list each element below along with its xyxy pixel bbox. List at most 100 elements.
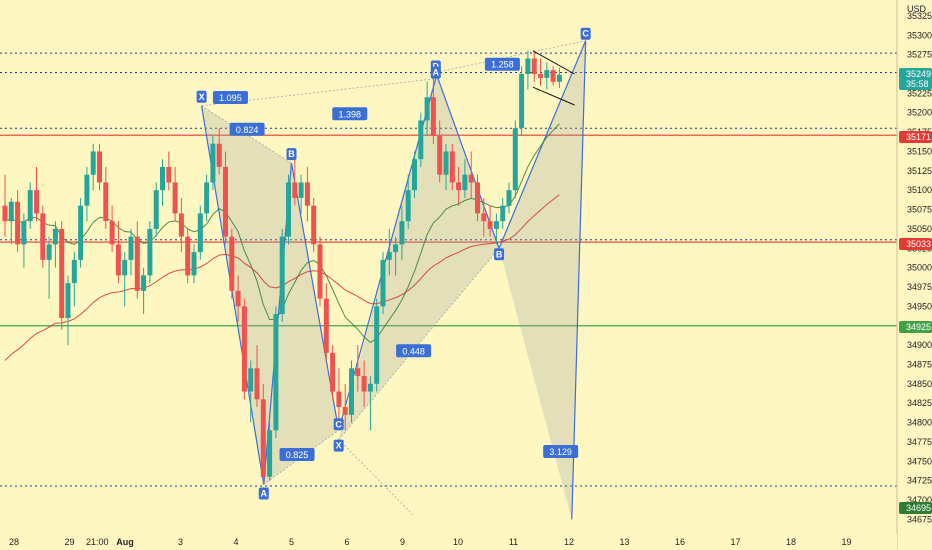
price-tick-label: 35200 — [907, 108, 932, 118]
time-tick-label: 10 — [453, 537, 463, 547]
candle-body — [500, 205, 506, 222]
candle-body — [380, 259, 386, 307]
candle-body — [122, 259, 128, 276]
candle-body — [525, 58, 531, 74]
candle-body — [254, 368, 260, 400]
pattern-point-label: A — [433, 68, 440, 78]
price-badge-label: 34925 — [906, 322, 931, 332]
candle-body — [544, 70, 550, 78]
ratio-label: 3.129 — [549, 447, 572, 457]
time-tick-label: 6 — [344, 537, 349, 547]
candle-body — [141, 275, 147, 291]
ratio-label: 0.825 — [286, 450, 309, 460]
candle-body — [311, 205, 317, 245]
time-axis-ticks: 28 29 21:00 Aug 3 4 5 6 9 10 11 12 13 16 17 18 19 — [9, 537, 852, 547]
ratio-label: 1.258 — [491, 60, 514, 70]
flag-lower-line — [532, 86, 575, 106]
candle-body — [418, 120, 424, 160]
candle-body — [97, 151, 102, 183]
candle-body — [210, 143, 216, 183]
candle-body — [317, 244, 323, 299]
ratio-badge — [396, 344, 432, 358]
time-tick-label: 9 — [400, 537, 405, 547]
price-badge-label: 35249 — [906, 69, 931, 79]
candle-body — [147, 228, 153, 276]
price-tick-label: 35050 — [907, 224, 932, 234]
price-tick-label: 34775 — [907, 437, 932, 447]
candle-body — [286, 182, 291, 237]
time-tick-label: 4 — [233, 537, 238, 547]
pattern-point-badge — [580, 27, 591, 40]
price-tick-label: 34800 — [907, 418, 932, 428]
candle-body — [292, 182, 298, 198]
price-badge-label: 35:58 — [906, 79, 929, 89]
time-tick-label: 11 — [509, 537, 518, 547]
candle-body — [109, 221, 115, 245]
price-tick-label: 34950 — [907, 301, 932, 311]
candle-body — [393, 244, 399, 253]
pattern-1-ac-ratio-line — [263, 429, 339, 485]
time-axis[interactable] — [0, 534, 897, 550]
price-badge — [899, 321, 932, 333]
candle-body — [273, 314, 279, 431]
candle-body — [59, 228, 65, 318]
candle-body — [178, 213, 184, 237]
pattern-point-badge — [333, 418, 344, 431]
candle-body — [2, 205, 8, 222]
pattern-2-leg-bc — [498, 40, 587, 249]
currency-label: USD — [907, 4, 927, 14]
candle-body — [374, 306, 380, 384]
pattern-2-xb-ratio-line — [338, 248, 500, 440]
candle-body — [248, 368, 254, 392]
candle-body — [128, 236, 134, 260]
candle-body — [456, 182, 462, 191]
candle-body — [84, 174, 90, 206]
pattern-point-label: A — [261, 488, 268, 498]
candle-body — [134, 236, 140, 291]
candle-body — [46, 244, 52, 260]
price-tick-label: 34725 — [907, 476, 932, 486]
candle-body — [185, 236, 191, 276]
price-tick-label: 35075 — [907, 205, 932, 215]
candle-body — [65, 283, 71, 318]
candle-body — [197, 213, 203, 253]
candle-body — [519, 74, 525, 129]
price-tick-label: 35000 — [907, 263, 932, 273]
candle-body — [21, 221, 27, 245]
candle-body — [191, 252, 197, 276]
candle-body — [172, 182, 178, 214]
candle-body — [279, 236, 285, 315]
candles — [2, 50, 562, 485]
flag-upper-line — [532, 50, 575, 75]
candle-body — [538, 74, 543, 78]
candle-body — [330, 352, 336, 392]
candle-body — [204, 182, 210, 214]
candle-body — [90, 151, 96, 175]
ratio-label: 0.448 — [402, 346, 425, 356]
ratio-badge — [332, 107, 368, 121]
ratio-label: 1.095 — [219, 93, 242, 103]
candle-body — [71, 259, 77, 284]
pattern-point-label: D — [433, 61, 440, 71]
ratio-badge — [212, 91, 248, 105]
candle-body — [216, 143, 222, 167]
flag-channel — [532, 50, 575, 106]
price-badge — [899, 68, 932, 80]
candle-body — [349, 368, 354, 415]
price-badge — [899, 238, 932, 250]
time-tick-label: 29 — [64, 537, 74, 547]
price-axis[interactable] — [897, 0, 932, 550]
candle-body — [323, 298, 329, 353]
candle-body — [512, 128, 518, 191]
price-badge-label: 34695 — [906, 503, 931, 513]
ratio-badge — [229, 122, 265, 136]
pattern-2-leg-ab — [435, 72, 500, 249]
candle-body — [342, 407, 348, 415]
pattern-1-abc — [263, 163, 339, 485]
candle-body — [405, 190, 411, 222]
candle-body — [493, 221, 499, 229]
pattern-point-label: C — [335, 419, 342, 429]
